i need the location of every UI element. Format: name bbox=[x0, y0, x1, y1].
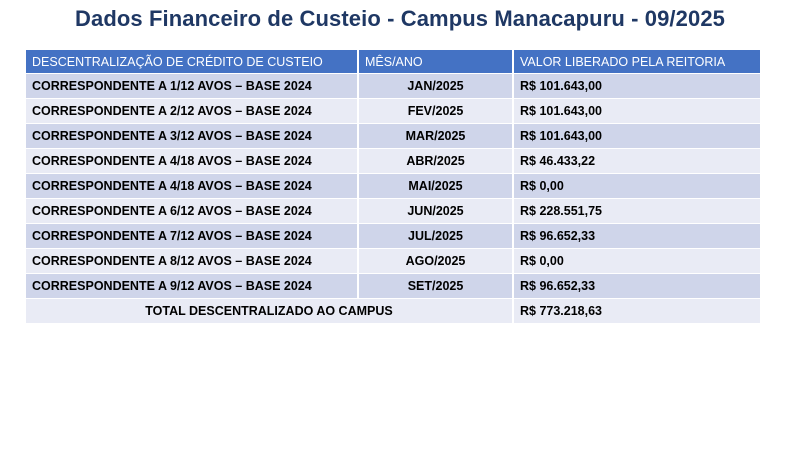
header-descentralizacao: DESCENTRALIZAÇÃO DE CRÉDITO DE CUSTEIO bbox=[26, 50, 359, 74]
cell-mes-ano: JAN/2025 bbox=[358, 73, 514, 99]
cell-mes-ano: AGO/2025 bbox=[358, 248, 514, 274]
cell-mes-ano: FEV/2025 bbox=[358, 98, 514, 124]
table-row: CORRESPONDENTE A 8/12 AVOS – BASE 2024 A… bbox=[26, 248, 760, 274]
cell-mes-ano: SET/2025 bbox=[358, 273, 514, 299]
table-row: CORRESPONDENTE A 4/18 AVOS – BASE 2024 M… bbox=[26, 173, 760, 199]
cell-descricao: CORRESPONDENTE A 6/12 AVOS – BASE 2024 bbox=[26, 198, 359, 224]
cell-mes-ano: MAI/2025 bbox=[358, 173, 514, 199]
cell-descricao: CORRESPONDENTE A 7/12 AVOS – BASE 2024 bbox=[26, 223, 359, 249]
total-value: R$ 773.218,63 bbox=[513, 298, 760, 323]
cell-valor: R$ 228.551,75 bbox=[513, 198, 760, 224]
table-row: CORRESPONDENTE A 2/12 AVOS – BASE 2024 F… bbox=[26, 98, 760, 124]
header-valor-liberado: VALOR LIBERADO PELA REITORIA bbox=[513, 50, 760, 74]
cell-descricao: CORRESPONDENTE A 1/12 AVOS – BASE 2024 bbox=[26, 73, 359, 99]
table-row: CORRESPONDENTE A 4/18 AVOS – BASE 2024 A… bbox=[26, 148, 760, 174]
cell-mes-ano: ABR/2025 bbox=[358, 148, 514, 174]
cell-descricao: CORRESPONDENTE A 3/12 AVOS – BASE 2024 bbox=[26, 123, 359, 149]
cell-valor: R$ 101.643,00 bbox=[513, 73, 760, 99]
cell-descricao: CORRESPONDENTE A 4/18 AVOS – BASE 2024 bbox=[26, 173, 359, 199]
cell-mes-ano: JUN/2025 bbox=[358, 198, 514, 224]
cell-valor: R$ 101.643,00 bbox=[513, 123, 760, 149]
cell-valor: R$ 0,00 bbox=[513, 173, 760, 199]
table-row: CORRESPONDENTE A 3/12 AVOS – BASE 2024 M… bbox=[26, 123, 760, 149]
cell-descricao: CORRESPONDENTE A 2/12 AVOS – BASE 2024 bbox=[26, 98, 359, 124]
cell-valor: R$ 96.652,33 bbox=[513, 273, 760, 299]
total-row: TOTAL DESCENTRALIZADO AO CAMPUS R$ 773.2… bbox=[26, 298, 760, 323]
cell-mes-ano: MAR/2025 bbox=[358, 123, 514, 149]
cell-descricao: CORRESPONDENTE A 8/12 AVOS – BASE 2024 bbox=[26, 248, 359, 274]
table-row: CORRESPONDENTE A 7/12 AVOS – BASE 2024 J… bbox=[26, 223, 760, 249]
cell-descricao: CORRESPONDENTE A 4/18 AVOS – BASE 2024 bbox=[26, 148, 359, 174]
cell-mes-ano: JUL/2025 bbox=[358, 223, 514, 249]
total-label: TOTAL DESCENTRALIZADO AO CAMPUS bbox=[26, 298, 514, 323]
cell-descricao: CORRESPONDENTE A 9/12 AVOS – BASE 2024 bbox=[26, 273, 359, 299]
cell-valor: R$ 46.433,22 bbox=[513, 148, 760, 174]
table-header-row: DESCENTRALIZAÇÃO DE CRÉDITO DE CUSTEIO M… bbox=[26, 50, 760, 74]
table-row: CORRESPONDENTE A 6/12 AVOS – BASE 2024 J… bbox=[26, 198, 760, 224]
financial-table: DESCENTRALIZAÇÃO DE CRÉDITO DE CUSTEIO M… bbox=[26, 50, 760, 323]
cell-valor: R$ 101.643,00 bbox=[513, 98, 760, 124]
table-row: CORRESPONDENTE A 1/12 AVOS – BASE 2024 J… bbox=[26, 73, 760, 99]
header-mes-ano: MÊS/ANO bbox=[358, 50, 514, 74]
table-row: CORRESPONDENTE A 9/12 AVOS – BASE 2024 S… bbox=[26, 273, 760, 299]
page-title: Dados Financeiro de Custeio - Campus Man… bbox=[75, 6, 725, 31]
cell-valor: R$ 0,00 bbox=[513, 248, 760, 274]
cell-valor: R$ 96.652,33 bbox=[513, 223, 760, 249]
